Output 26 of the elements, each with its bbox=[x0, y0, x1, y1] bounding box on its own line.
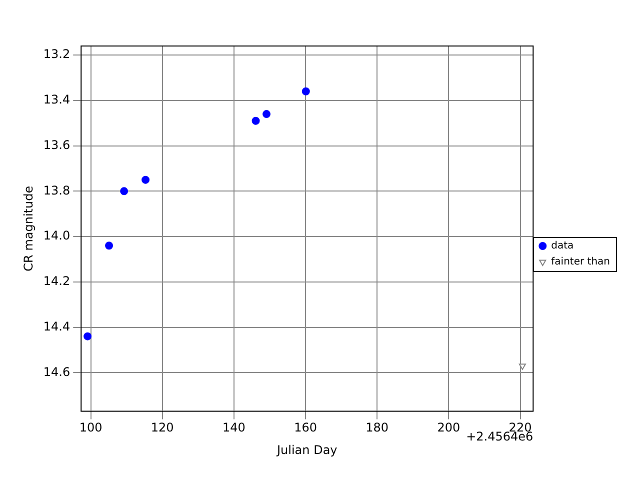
y-axis-title: CR magnitude bbox=[21, 186, 36, 272]
point bbox=[518, 364, 526, 370]
y-tick-label: 14.2 bbox=[43, 274, 70, 288]
y-tick-label: 14.0 bbox=[43, 228, 70, 243]
y-tick-label: 14.6 bbox=[43, 364, 70, 379]
y-tick-label: 13.6 bbox=[43, 138, 70, 152]
point bbox=[302, 87, 310, 96]
x-tick-label: 180 bbox=[366, 420, 389, 435]
y-tick-label: 13.8 bbox=[43, 183, 70, 198]
point bbox=[142, 176, 150, 184]
x-tick-label: 160 bbox=[294, 420, 317, 435]
legend-label: data bbox=[551, 240, 574, 252]
x-tick-label: 140 bbox=[222, 420, 246, 435]
x-tick-label: 200 bbox=[437, 420, 460, 435]
x-tick-label: 100 bbox=[79, 420, 102, 435]
point bbox=[120, 187, 128, 196]
point bbox=[105, 242, 114, 250]
y-tick-label: 13.2 bbox=[43, 47, 70, 62]
y-tick-label: 13.4 bbox=[43, 92, 70, 107]
y-tick-label: 14.4 bbox=[43, 319, 70, 334]
point bbox=[84, 332, 92, 340]
point bbox=[262, 110, 271, 118]
legend-label: fainter than bbox=[551, 256, 610, 268]
x-tick-label: 120 bbox=[150, 420, 174, 435]
point bbox=[252, 116, 260, 125]
x-axis-title: Julian Day bbox=[276, 442, 338, 457]
